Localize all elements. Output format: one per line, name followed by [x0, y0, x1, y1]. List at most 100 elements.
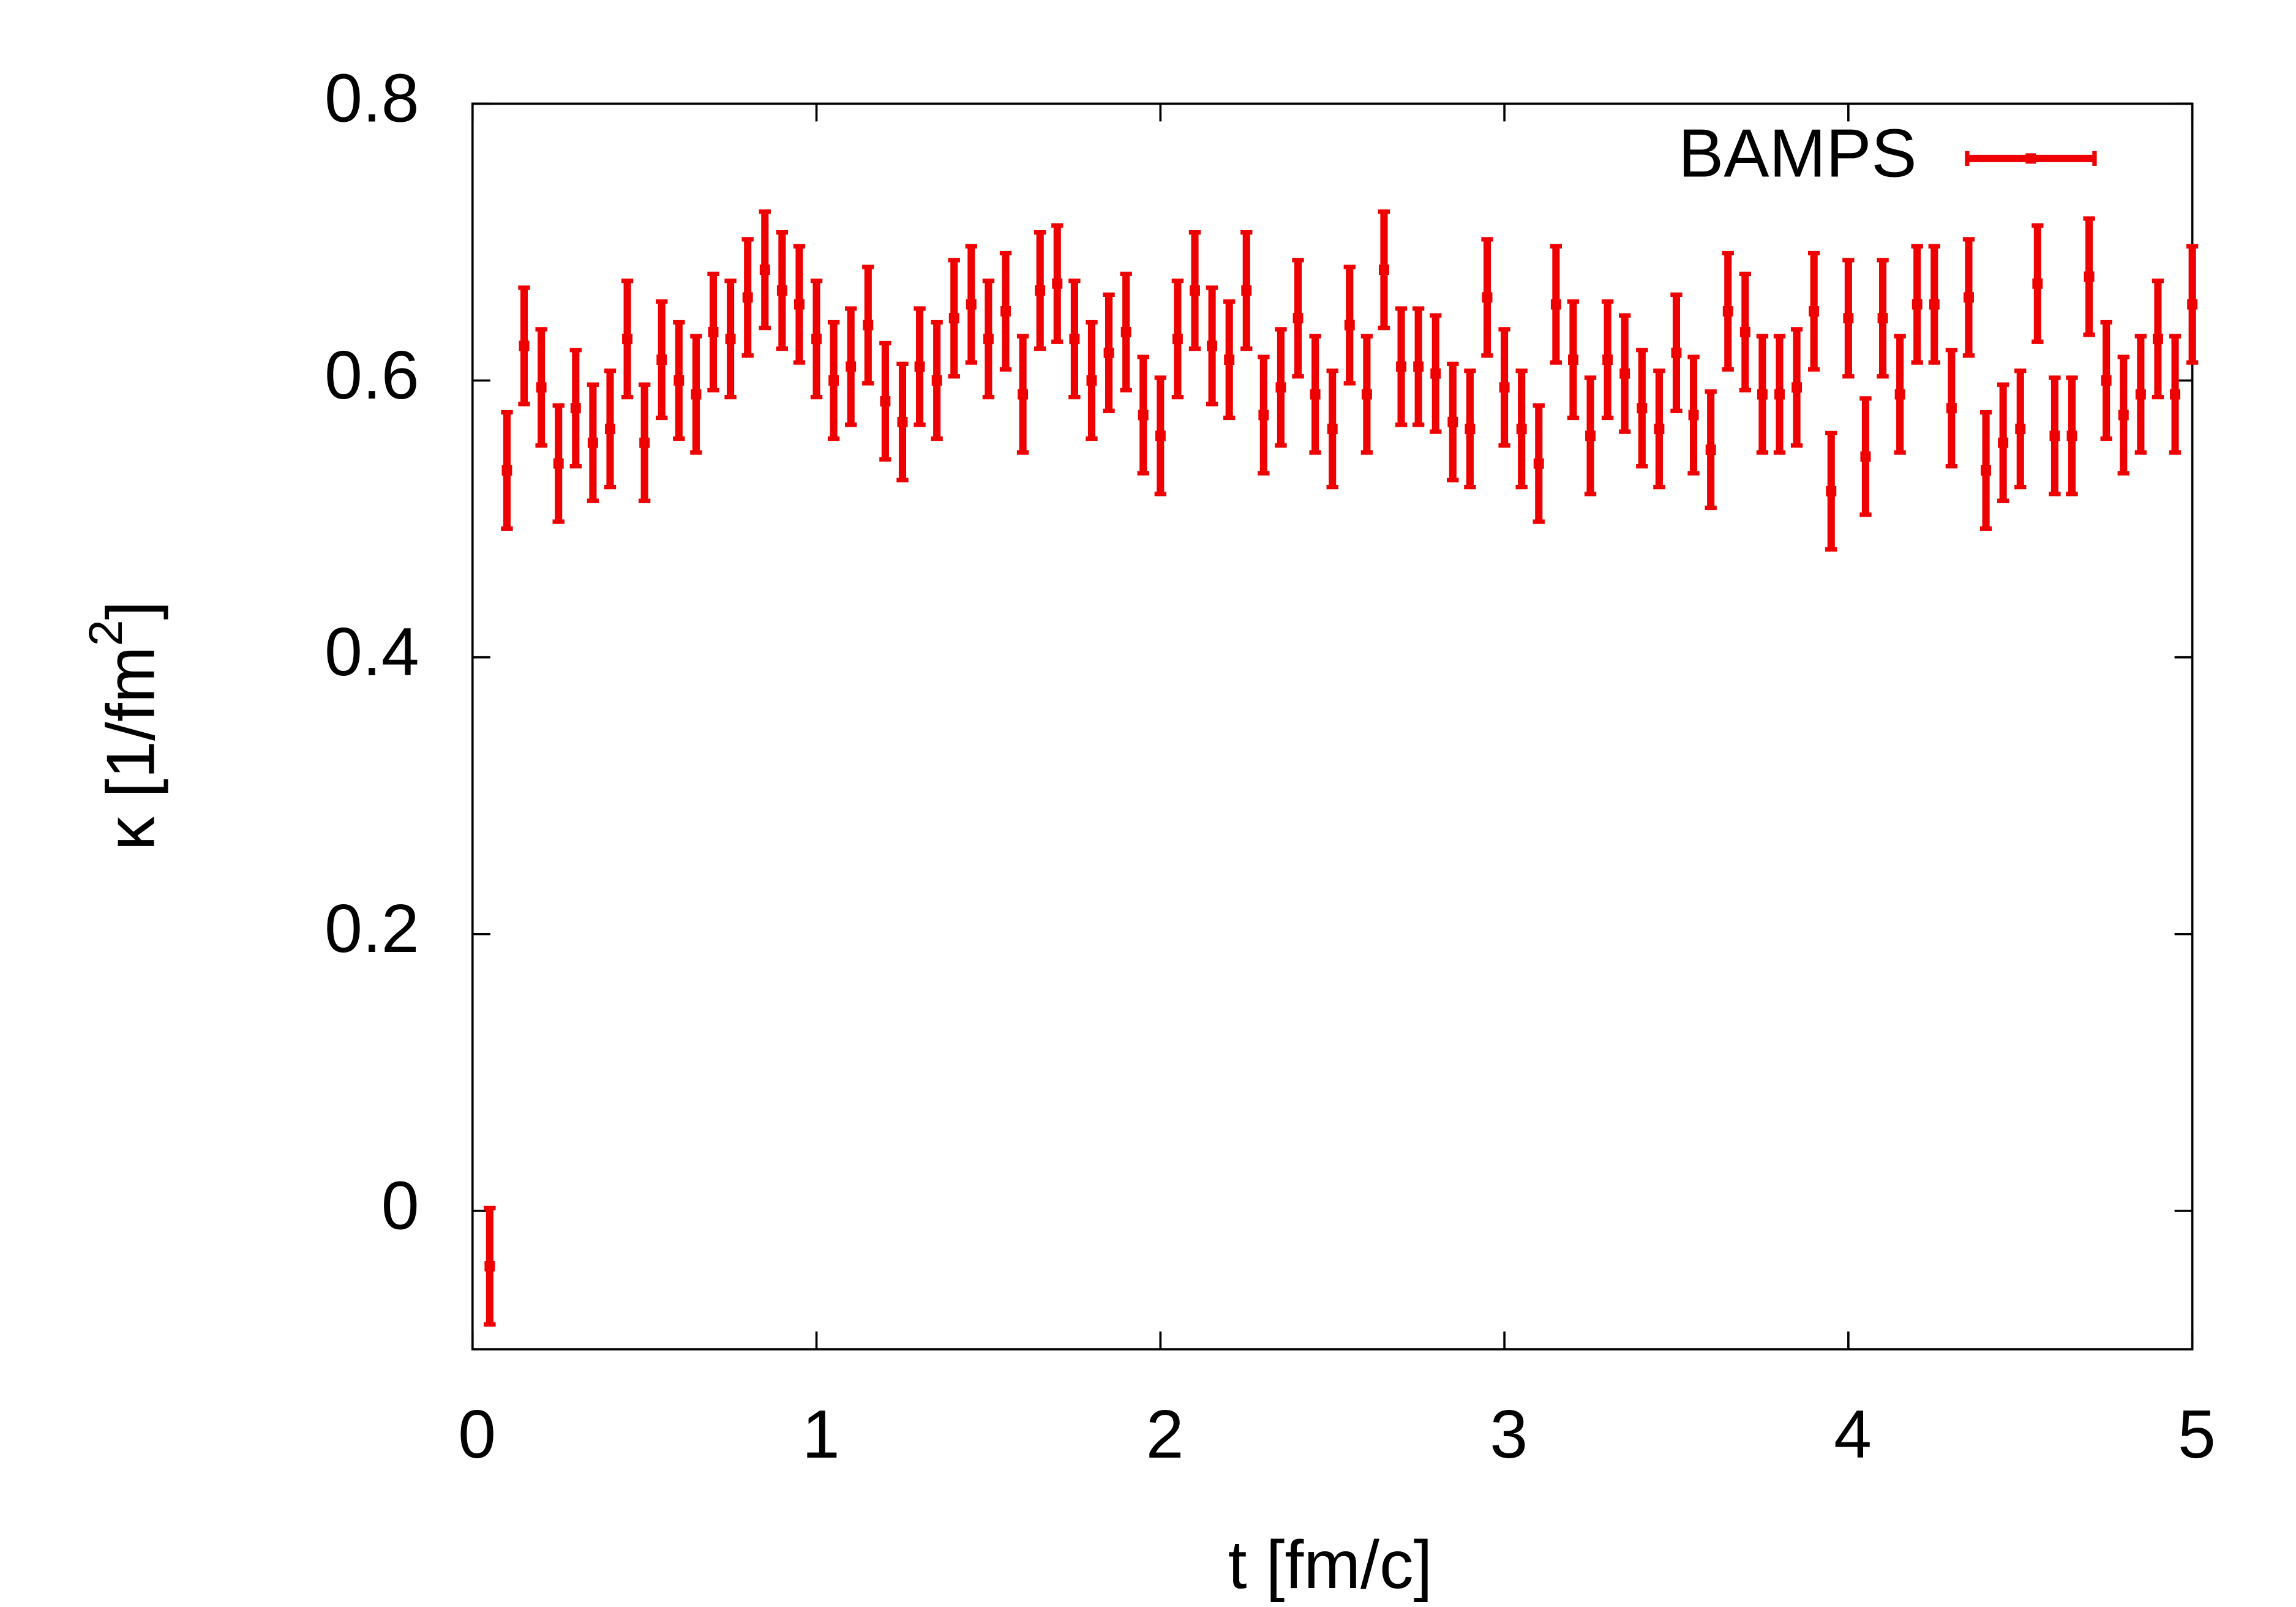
x-tick-label: 1 [802, 1396, 840, 1472]
y-axis-label-sup: 2 [80, 620, 132, 646]
data-point [863, 320, 874, 331]
y-tick-label: 0.2 [325, 890, 419, 967]
data-point [1430, 368, 1441, 379]
data-point [1757, 389, 1768, 400]
data-point [1585, 430, 1596, 441]
data-point [1190, 285, 1200, 296]
data-point [2015, 424, 2026, 435]
data-point [1499, 382, 1510, 393]
y-tick-label: 0.8 [325, 60, 419, 137]
data-point [553, 458, 564, 469]
data-point [1361, 389, 1372, 400]
data-point [1774, 389, 1785, 400]
data-point [708, 326, 719, 337]
data-point [1705, 444, 1716, 455]
data-point [1052, 278, 1063, 289]
data-point [2153, 334, 2163, 345]
data-point [1000, 306, 1011, 317]
data-point [742, 292, 753, 303]
data-point [914, 361, 925, 372]
y-tick-label: 0.6 [325, 337, 419, 413]
data-point [931, 375, 942, 386]
data-point [1739, 326, 1750, 337]
data-point [501, 465, 512, 476]
x-tick-label: 0 [458, 1396, 496, 1472]
data-point [587, 437, 598, 448]
data-point [2066, 430, 2077, 441]
data-point [1292, 313, 1304, 324]
data-point [725, 334, 736, 345]
y-tick-label: 0 [381, 1167, 419, 1243]
data-point [1155, 430, 1166, 441]
data-point [1860, 451, 1871, 462]
y-axis-label-end: ] [92, 601, 169, 620]
data-point [1224, 354, 1235, 365]
data-point [966, 299, 977, 310]
data-point [828, 375, 839, 386]
data-point [519, 340, 530, 351]
x-tick-label: 5 [2178, 1396, 2216, 1472]
data-point [1482, 292, 1493, 303]
data-point [1637, 403, 1648, 414]
data-point [1929, 299, 1940, 310]
data-point [1172, 334, 1183, 345]
data-point [605, 424, 615, 435]
x-axis-label: t [fm/c] [1228, 1526, 1433, 1603]
data-point [536, 382, 547, 393]
data-point [1946, 403, 1957, 414]
data-point [2049, 430, 2060, 441]
data-point [673, 375, 685, 386]
data-point [1998, 437, 2009, 448]
data-point [1964, 292, 1974, 303]
data-point [1379, 264, 1389, 275]
data-point [1654, 424, 1665, 435]
data-point [1018, 389, 1029, 400]
data-point [793, 299, 805, 310]
data-point [1138, 410, 1149, 421]
data-point [1310, 389, 1321, 400]
data-point [1120, 326, 1131, 337]
data-point [1241, 285, 1252, 296]
data-point [1258, 410, 1269, 421]
x-tick-label: 4 [1834, 1396, 1872, 1472]
data-point [1465, 424, 1476, 435]
data-point [776, 285, 787, 296]
data-point [1602, 354, 1613, 365]
data-point [2084, 271, 2095, 282]
data-point [1447, 416, 1458, 427]
data-point [1826, 485, 1837, 496]
data-point [1791, 382, 1803, 393]
data-point [846, 361, 857, 372]
data-point [656, 354, 667, 365]
data-point [2187, 299, 2198, 310]
data-point [1877, 313, 1888, 324]
data-point [1671, 347, 1682, 358]
data-point [1396, 361, 1407, 372]
data-point [1035, 285, 1046, 296]
data-point [570, 403, 581, 414]
legend-label: BAMPS [1678, 114, 1917, 191]
data-point [691, 389, 702, 400]
data-point [1809, 306, 1820, 317]
data-point [484, 1261, 495, 1272]
data-point [2032, 278, 2043, 289]
data-point [1207, 340, 1218, 351]
data-point [1619, 368, 1630, 379]
x-tick-label: 2 [1146, 1396, 1184, 1472]
legend-swatch [2025, 153, 2036, 164]
data-point [1843, 313, 1854, 324]
data-point [1533, 458, 1544, 469]
data-point [1413, 361, 1424, 372]
plot-frame [471, 102, 2194, 1350]
data-point [1722, 306, 1733, 317]
data-point [983, 334, 994, 345]
data-point [1069, 334, 1080, 345]
data-point [1344, 320, 1355, 331]
data-point [1327, 424, 1338, 435]
data-point [1911, 299, 1923, 310]
data-point [811, 334, 822, 345]
x-tick-label: 3 [1490, 1396, 1528, 1472]
data-point [639, 437, 650, 448]
data-point [948, 313, 959, 324]
